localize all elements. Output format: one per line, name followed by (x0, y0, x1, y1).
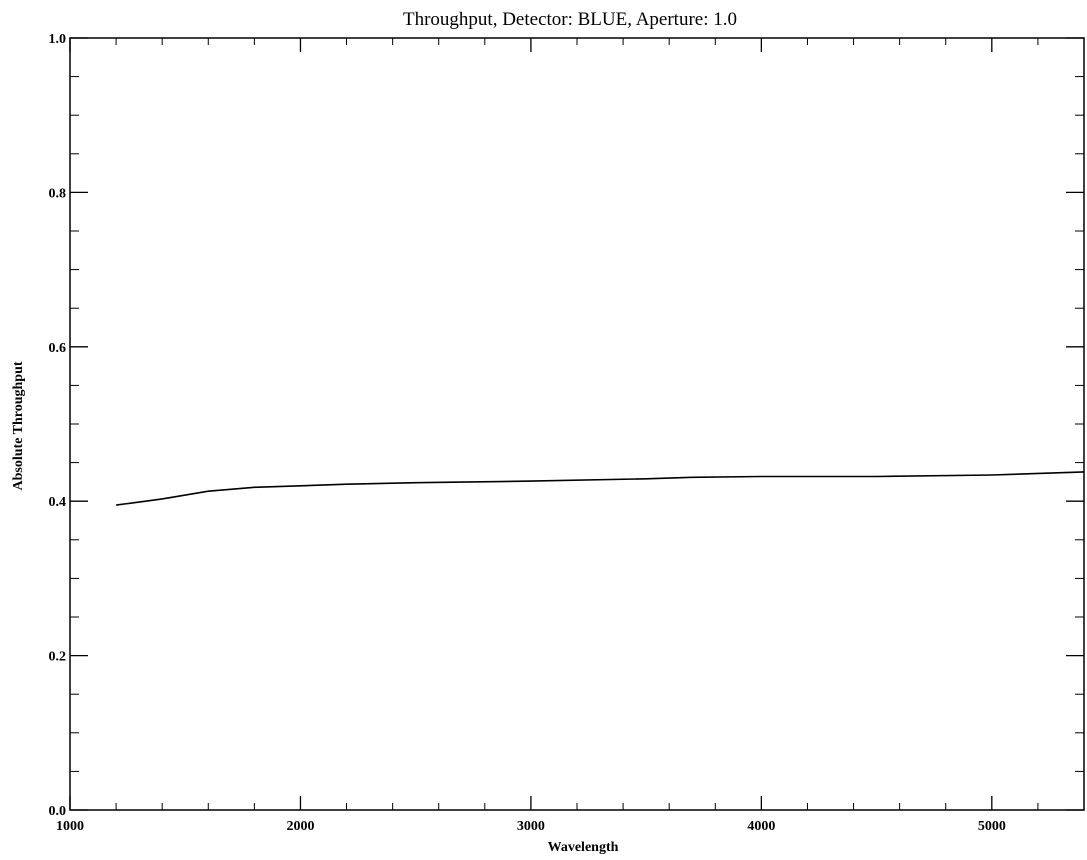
y-tick-labels: 0.0 0.2 0.4 0.6 0.8 1.0 (49, 32, 67, 819)
x-tick-label: 1000 (56, 819, 84, 834)
series-line (115, 471, 1085, 506)
y-axis-label: Absolute Throughput (11, 361, 26, 490)
y-tick-label: 0.2 (49, 650, 67, 665)
x-tick-label: 3000 (517, 819, 545, 834)
x-tick-labels: 1000 2000 3000 4000 5000 (56, 819, 1006, 834)
y-tick-label: 0.0 (49, 804, 67, 819)
x-tick-label: 4000 (747, 819, 775, 834)
y-tick-label: 1.0 (49, 32, 67, 47)
x-axis-label: Wavelength (548, 840, 619, 855)
y-tick-label: 0.6 (49, 341, 67, 356)
x-tick-label: 5000 (978, 819, 1006, 834)
chart-title: Throughput, Detector: BLUE, Aperture: 1.… (403, 9, 737, 30)
y-tick-label: 0.4 (49, 495, 67, 510)
x-tick-label: 2000 (286, 819, 314, 834)
axis-ticks (69, 37, 1084, 811)
plot-frame (69, 37, 1085, 811)
y-tick-label: 0.8 (49, 186, 67, 201)
